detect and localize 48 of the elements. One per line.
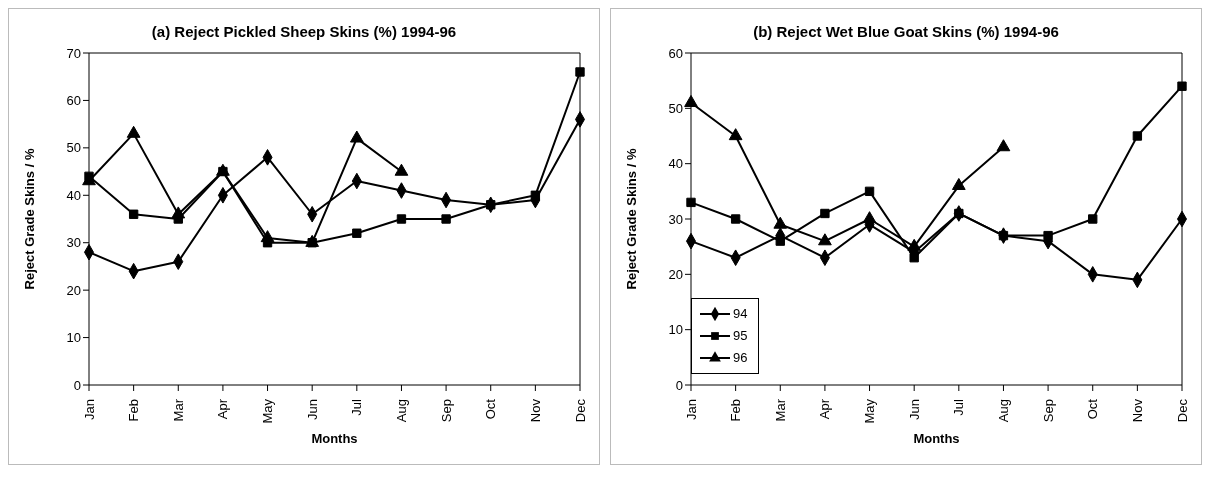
y-tick-label: 10 xyxy=(66,330,81,346)
legend-label: 95 xyxy=(733,327,748,345)
x-tick-label: Nov xyxy=(527,398,543,423)
y-tick-label: 60 xyxy=(668,45,683,61)
x-tick-label: May xyxy=(862,398,878,424)
y-tick-label: 40 xyxy=(668,156,683,172)
x-tick-label: Feb xyxy=(126,399,142,422)
x-tick-label: Sep xyxy=(1040,399,1056,423)
x-tick-label: Nov xyxy=(1129,398,1145,423)
chart-title: (a) Reject Pickled Sheep Skins (%) 1994-96 xyxy=(150,23,458,40)
x-tick-label: Jan xyxy=(683,399,699,420)
x-tick-label: Mar xyxy=(170,398,186,422)
x-tick-label: Apr xyxy=(215,398,231,420)
y-tick-label: 70 xyxy=(66,45,81,61)
y-tick-label: 20 xyxy=(668,266,683,282)
x-tick-label: Dec xyxy=(1174,398,1190,423)
legend-label: 94 xyxy=(733,305,748,323)
y-tick-label: 30 xyxy=(668,211,683,227)
y-axis-title: Reject Grade Skins / % xyxy=(623,148,639,290)
x-tick-label: Oct xyxy=(1085,398,1101,420)
x-tick-label: Jun xyxy=(906,399,922,420)
y-axis-title: Reject Grade Skins / % xyxy=(21,148,37,290)
y-tick-label: 40 xyxy=(66,187,81,203)
y-tick-label: 0 xyxy=(73,377,81,393)
x-tick-label: Oct xyxy=(483,398,499,420)
x-axis-title: Months xyxy=(913,431,960,446)
x-tick-label: Apr xyxy=(817,398,833,420)
x-tick-label: Feb xyxy=(728,399,744,422)
x-tick-label: Aug xyxy=(393,399,409,423)
x-axis-title: Months xyxy=(311,431,358,446)
y-tick-label: 50 xyxy=(66,140,81,156)
x-tick-label: Sep xyxy=(438,399,454,423)
x-tick-label: May xyxy=(260,398,276,424)
x-tick-label: Jul xyxy=(951,398,967,416)
y-tick-label: 30 xyxy=(66,235,81,251)
y-tick-label: 20 xyxy=(66,282,81,298)
x-tick-label: Mar xyxy=(772,398,788,422)
y-tick-label: 60 xyxy=(66,93,81,109)
y-tick-label: 0 xyxy=(675,377,683,393)
chart-title: (b) Reject Wet Blue Goat Skins (%) 1994-96 xyxy=(752,23,1060,40)
legend-label: 96 xyxy=(733,349,748,367)
x-tick-label: Dec xyxy=(572,398,588,423)
x-tick-label: Jul xyxy=(349,398,365,416)
x-tick-label: Jun xyxy=(304,399,320,420)
y-tick-label: 10 xyxy=(668,322,683,338)
x-tick-label: Jan xyxy=(81,399,97,420)
x-tick-label: Aug xyxy=(995,399,1011,423)
y-tick-label: 50 xyxy=(668,100,683,116)
